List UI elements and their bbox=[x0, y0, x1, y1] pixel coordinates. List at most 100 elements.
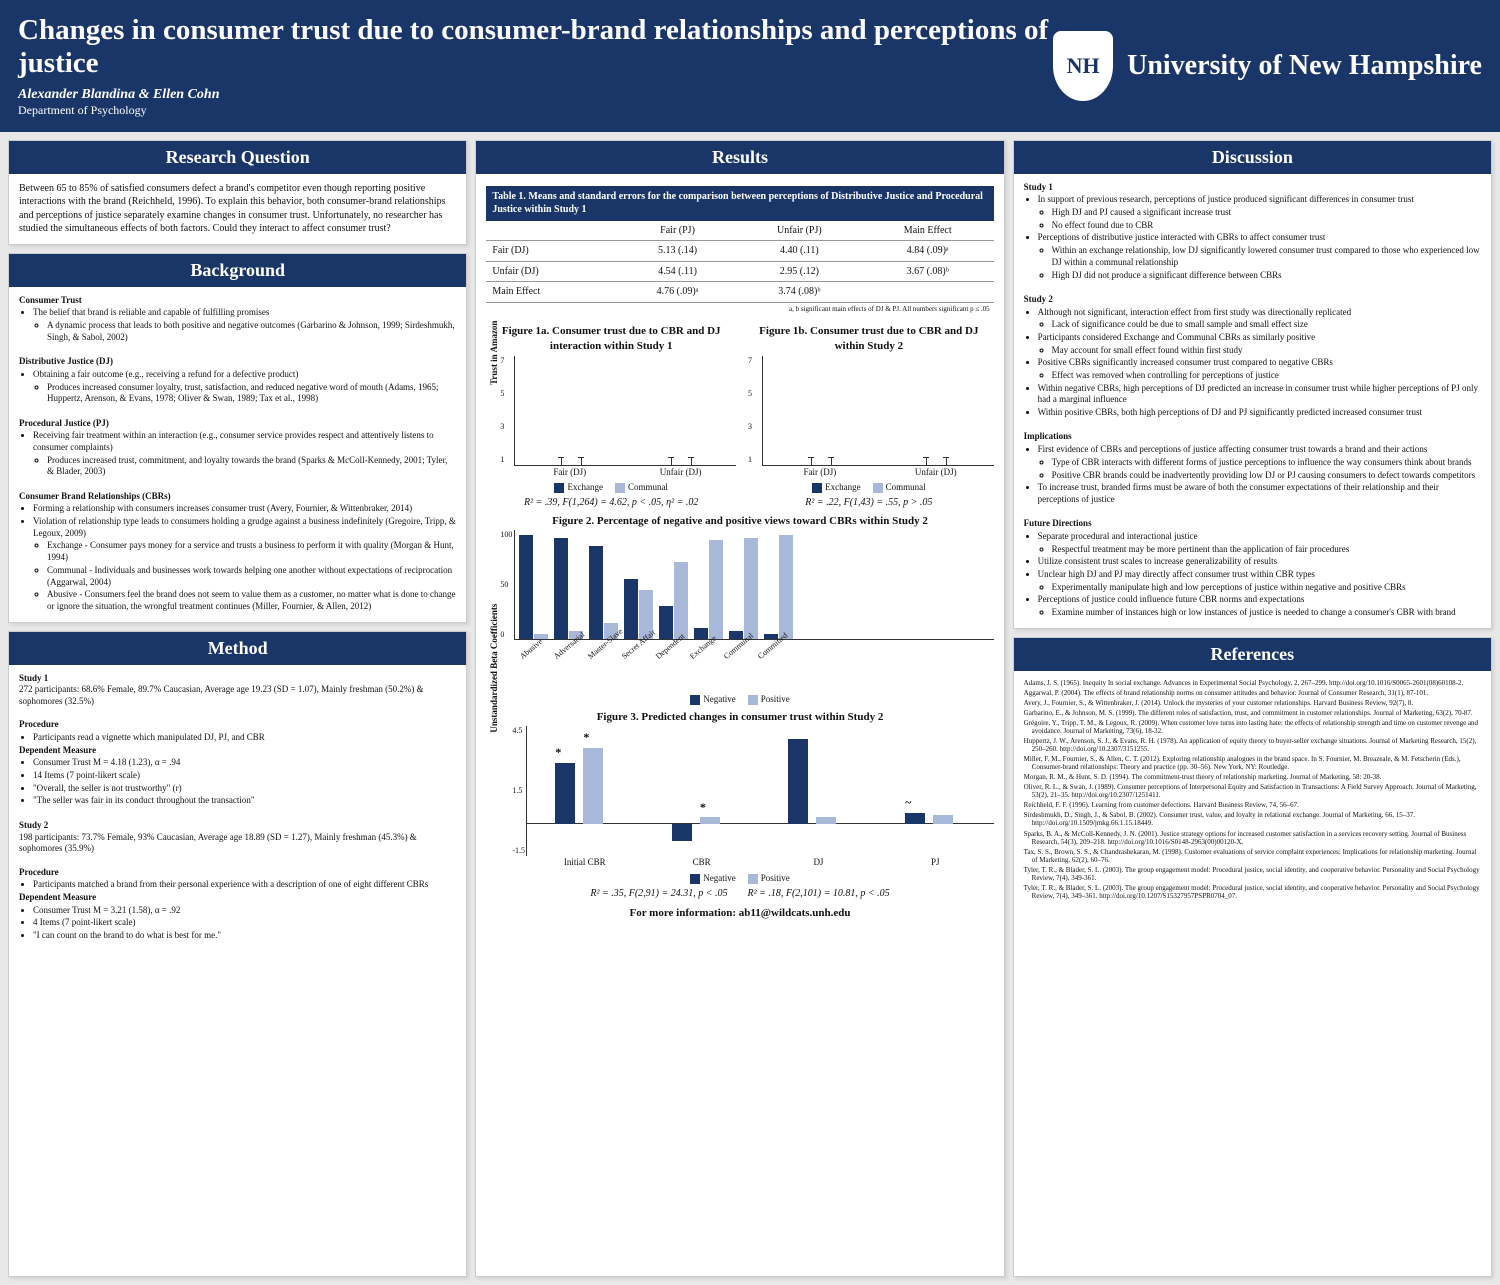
ref-item: Garbarino, E., & Johnson, M. S. (1999). … bbox=[1024, 709, 1481, 717]
dm-heading: Dependent Measure bbox=[19, 745, 96, 755]
legend-item: Negative bbox=[690, 693, 735, 705]
fig3-bars: ***~ bbox=[526, 726, 993, 856]
disc-item: First evidence of CBRs and perceptions o… bbox=[1038, 444, 1481, 456]
td: 4.40 (.11) bbox=[737, 241, 862, 262]
table1: Table 1. Means and standard errors for t… bbox=[486, 186, 993, 316]
fig1a-ylabel: Trust in Amazon bbox=[488, 320, 500, 384]
ytick: 3 bbox=[748, 422, 752, 433]
disc-subitem: Type of CBR interacts with different for… bbox=[1052, 457, 1481, 469]
dm-item: Consumer Trust M = 4.18 (1.23), α = .94 bbox=[33, 757, 456, 769]
bg-body: Consumer Trust The belief that brand is … bbox=[9, 287, 466, 622]
td: 3.74 (.08)ᵇ bbox=[737, 282, 862, 303]
section-discussion: Discussion Study 1 In support of previou… bbox=[1013, 140, 1492, 629]
pj-heading: Procedural Justice (PJ) bbox=[19, 418, 109, 428]
study2-procedure: Participants matched a brand from their … bbox=[33, 879, 456, 891]
disc-item: Perceptions of distributive justice inte… bbox=[1038, 232, 1481, 244]
ref-item: Morgan, R. M., & Hunt, S. D. (1994). The… bbox=[1024, 773, 1481, 781]
procedure-heading: Procedure bbox=[19, 719, 59, 729]
legend-item: Negative bbox=[690, 872, 735, 884]
ytick: 0 bbox=[500, 630, 512, 641]
fig2-yticks: 100 50 0 bbox=[500, 530, 512, 640]
td: Fair (DJ) bbox=[486, 241, 618, 262]
disc-item: Positive CBRs significantly increased co… bbox=[1038, 357, 1481, 369]
xtick: CBR bbox=[643, 856, 760, 868]
university-name: University of New Hampshire bbox=[1127, 50, 1482, 82]
xtick: Fair (DJ) bbox=[762, 466, 878, 478]
dm-item: "The seller was fair in its conduct thro… bbox=[33, 795, 456, 807]
pj-subitem: Produces increased trust, commitment, an… bbox=[47, 455, 456, 478]
disc-subitem: Positive CBR brands could be inadvertent… bbox=[1052, 470, 1481, 482]
ref-item: Miller, F. M., Fournier, S., & Allen, C.… bbox=[1024, 755, 1481, 771]
td: 2.95 (.12) bbox=[737, 261, 862, 282]
fig3-title: Figure 3. Predicted changes in consumer … bbox=[486, 710, 993, 725]
ref-item: Oliver, R. L., & Swan, J. (1989). Consum… bbox=[1024, 783, 1481, 799]
td: 3.67 (.08)ᵇ bbox=[862, 261, 994, 282]
bg-heading: Background bbox=[9, 254, 466, 287]
fig3-stat1: R² = .35, F(2,91) = 24.31, p < .05 bbox=[590, 887, 727, 901]
ytick: 1 bbox=[748, 455, 752, 466]
legend-label: Communal bbox=[628, 482, 668, 492]
rq-heading: Research Question bbox=[9, 141, 466, 174]
section-method: Method Study 1 272 participants: 68.6% F… bbox=[8, 631, 467, 1277]
dj-heading: Distributive Justice (DJ) bbox=[19, 356, 113, 366]
ref-item: Huppertz, J. W., Arenson, S. J., & Evans… bbox=[1024, 737, 1481, 753]
ct-subitem: A dynamic process that leads to both pos… bbox=[47, 320, 456, 343]
figure3: Unstandardized Beta Coefficients 4.5 1.5… bbox=[526, 726, 993, 856]
disc-item: Separate procedural and interactional ju… bbox=[1038, 531, 1481, 543]
cbr-item: Forming a relationship with consumers in… bbox=[33, 503, 456, 515]
fig1b-title: Figure 1b. Consumer trust due to CBR and… bbox=[744, 324, 994, 354]
ytick: -1.5 bbox=[512, 846, 525, 857]
ytick: 4.5 bbox=[512, 726, 525, 737]
fig2-bars bbox=[514, 530, 993, 640]
cbr-subitem: Abusive - Consumers feel the brand does … bbox=[47, 589, 456, 612]
figure1-row: Figure 1a. Consumer trust due to CBR and… bbox=[486, 320, 993, 509]
fig1b-legend: Exchange Communal bbox=[744, 481, 994, 493]
fig1a-title: Figure 1a. Consumer trust due to CBR and… bbox=[486, 324, 736, 354]
legend-label: Positive bbox=[761, 694, 790, 704]
td: Unfair (DJ) bbox=[486, 261, 618, 282]
ref-item: Sirdeshmukh, D., Singh, J., & Sabol, B. … bbox=[1024, 811, 1481, 827]
study2-heading: Study 2 bbox=[19, 820, 48, 830]
fig1b-stat: R² = .22, F(1,43) = .55, p > .05 bbox=[744, 496, 994, 510]
rq-body: Between 65 to 85% of satisfied consumers… bbox=[9, 174, 466, 244]
legend-label: Negative bbox=[703, 694, 735, 704]
ytick: 3 bbox=[500, 422, 504, 433]
fig1b-bars bbox=[762, 356, 994, 466]
study1-procedure: Participants read a vignette which manip… bbox=[33, 732, 456, 744]
column-left: Research Question Between 65 to 85% of s… bbox=[8, 140, 467, 1277]
fig1a-bars bbox=[514, 356, 736, 466]
section-references: References Adams, J. S. (1965). Inequity… bbox=[1013, 637, 1492, 1277]
disc-subitem: May account for small effect found withi… bbox=[1052, 345, 1481, 357]
disc-subitem: Examine number of instances high or low … bbox=[1052, 607, 1481, 619]
xtick: Fair (DJ) bbox=[514, 466, 625, 478]
fig2-xticks: AbusiveAdversarialMaster-SlaveSecret Aff… bbox=[514, 640, 993, 690]
study1-heading: Study 1 bbox=[19, 673, 48, 683]
poster-header: Changes in consumer trust due to consume… bbox=[0, 0, 1500, 132]
ytick: 5 bbox=[500, 389, 504, 400]
disc-s2-h: Study 2 bbox=[1024, 294, 1053, 304]
poster-columns: Research Question Between 65 to 85% of s… bbox=[0, 132, 1500, 1285]
ref-item: Sparks, B. A., & McColl-Kennedy, J. N. (… bbox=[1024, 830, 1481, 846]
procedure-heading: Procedure bbox=[19, 867, 59, 877]
poster-root: Changes in consumer trust due to consume… bbox=[0, 0, 1500, 1285]
disc-item: Participants considered Exchange and Com… bbox=[1038, 332, 1481, 344]
fig1a-yticks: 7 5 3 1 bbox=[500, 356, 504, 466]
legend-label: Communal bbox=[886, 482, 926, 492]
th bbox=[486, 221, 618, 241]
legend-item: Exchange bbox=[554, 481, 602, 493]
fig1a-stat: R² = .39, F(1,264) = 4.62, p < .05, η² =… bbox=[486, 496, 736, 510]
th: Fair (PJ) bbox=[618, 221, 737, 241]
legend-item: Communal bbox=[873, 481, 926, 493]
fig3-xticks: Initial CBR CBR DJ PJ bbox=[526, 856, 993, 868]
fig3-ylabel: Unstandardized Beta Coefficients bbox=[488, 604, 500, 733]
th: Main Effect bbox=[862, 221, 994, 241]
disc-item: Perceptions of justice could influence f… bbox=[1038, 594, 1481, 606]
disc-item: Utilize consistent trust scales to incre… bbox=[1038, 556, 1481, 568]
ct-item: The belief that brand is reliable and ca… bbox=[33, 307, 456, 319]
ytick: 100 bbox=[500, 530, 512, 541]
table1-note: a, b significant main effects of DJ & PJ… bbox=[486, 303, 993, 316]
fig2-title: Figure 2. Percentage of negative and pos… bbox=[486, 514, 993, 529]
results-body: Table 1. Means and standard errors for t… bbox=[476, 174, 1003, 929]
xtick: Initial CBR bbox=[526, 856, 643, 868]
xtick: Unfair (DJ) bbox=[625, 466, 736, 478]
